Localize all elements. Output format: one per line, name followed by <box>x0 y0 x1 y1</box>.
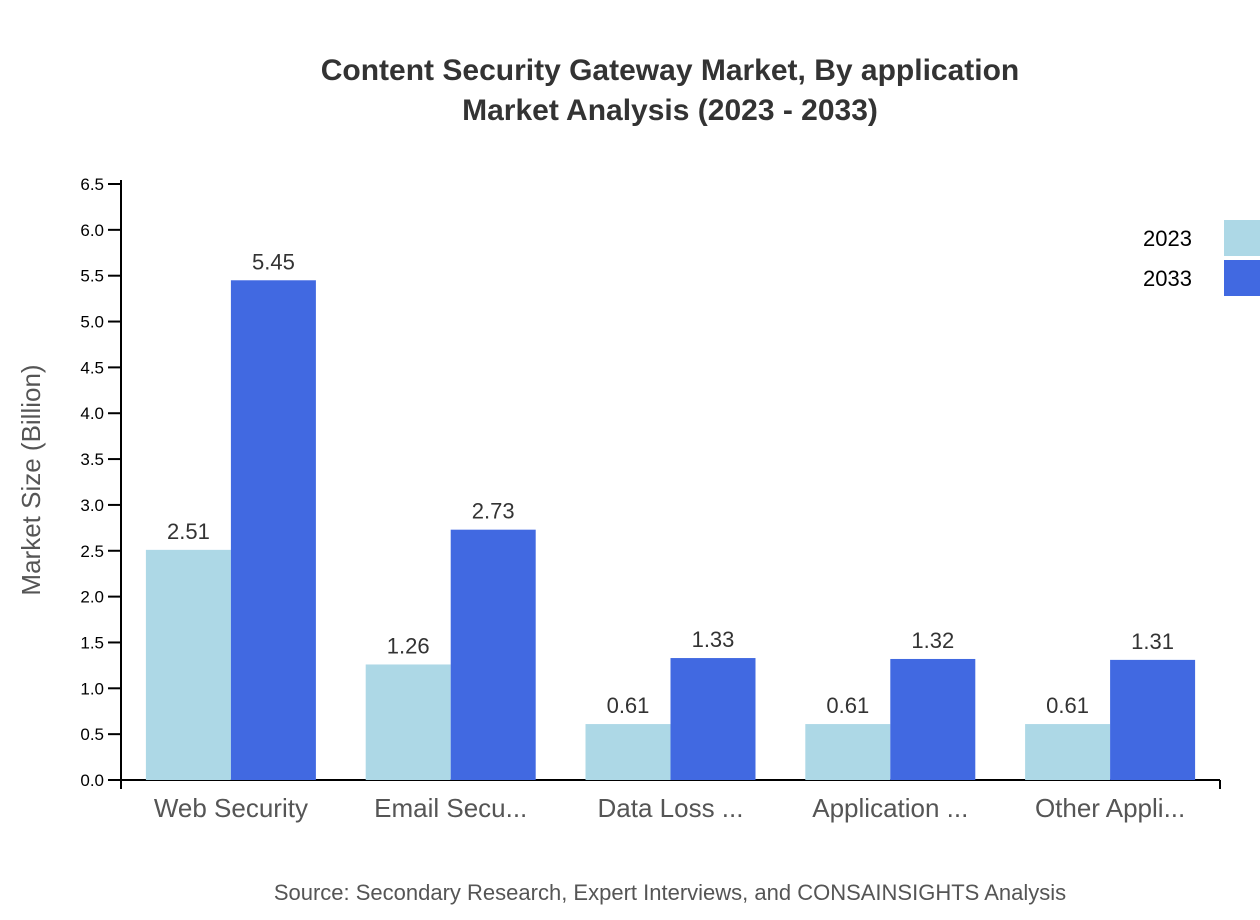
bar-2023-1 <box>365 664 451 780</box>
y-tick-label: 4.5 <box>80 358 104 377</box>
y-tick-label: 6.5 <box>80 175 104 194</box>
data-label: 1.26 <box>387 633 430 658</box>
bar-2033-2 <box>670 658 756 780</box>
y-tick-label: 2.5 <box>80 542 104 561</box>
bars: 2.51 5.45 1.26 2.73 0.61 1.33 0.61 1.32 0.61 1.31 <box>145 249 1196 780</box>
legend-swatch-2023 <box>1224 220 1260 256</box>
data-label: 5.45 <box>252 249 295 274</box>
chart-subtitle: Market Analysis (2023 - 2033) <box>462 94 878 127</box>
y-tick-label: 2.0 <box>80 588 104 607</box>
y-tick-label: 3.5 <box>80 450 104 469</box>
y-tick-label: 0.5 <box>80 725 104 744</box>
y-tick-label: 6.0 <box>80 221 104 240</box>
x-tick-label: Data Loss ... <box>598 793 744 823</box>
y-tick-label: 4.0 <box>80 404 104 423</box>
y-tick-label: 3.0 <box>80 496 104 515</box>
data-label: 0.61 <box>1046 693 1089 718</box>
bar-2023-3 <box>805 724 891 780</box>
bar-2023-2 <box>585 724 671 780</box>
y-tick-label: 1.0 <box>80 679 104 698</box>
data-label: 0.61 <box>826 693 869 718</box>
x-tick-label: Web Security <box>154 793 308 823</box>
legend-swatch-2033 <box>1224 260 1260 296</box>
bar-2033-4 <box>1110 659 1196 780</box>
bar-2033-0 <box>230 280 316 780</box>
x-tick-label: Application ... <box>812 793 968 823</box>
data-label: 1.32 <box>911 628 954 653</box>
data-label: 1.33 <box>692 627 735 652</box>
bar-2023-4 <box>1025 724 1111 780</box>
y-tick-label: 5.0 <box>80 313 104 332</box>
axes: 0.0 0.5 1.0 1.5 2.0 2.5 3.0 3.5 4.0 4.5 5.0 5.5 6.0 6… <box>80 175 1221 823</box>
x-tick-label: Email Secu... <box>374 793 527 823</box>
data-label: 0.61 <box>607 693 650 718</box>
x-tick-label: Other Appli... <box>1035 793 1185 823</box>
source-note: Source: Secondary Research, Expert Inter… <box>274 880 1066 905</box>
y-tick-label: 5.5 <box>80 267 104 286</box>
bar-2023-0 <box>145 549 231 780</box>
legend-label: 2023 <box>1143 226 1192 251</box>
legend: 2023 2033 <box>1143 220 1260 296</box>
data-label: 1.31 <box>1131 629 1174 654</box>
y-axis-label: Market Size (Billion) <box>16 364 46 595</box>
bar-2033-1 <box>450 529 536 780</box>
bar-2033-3 <box>890 658 976 780</box>
y-tick-label: 0.0 <box>80 771 104 790</box>
legend-label: 2033 <box>1143 266 1192 291</box>
data-label: 2.73 <box>472 499 515 524</box>
data-label: 2.51 <box>167 519 210 544</box>
chart-title: Content Security Gateway Market, By appl… <box>321 54 1020 87</box>
y-tick-label: 1.5 <box>80 633 104 652</box>
